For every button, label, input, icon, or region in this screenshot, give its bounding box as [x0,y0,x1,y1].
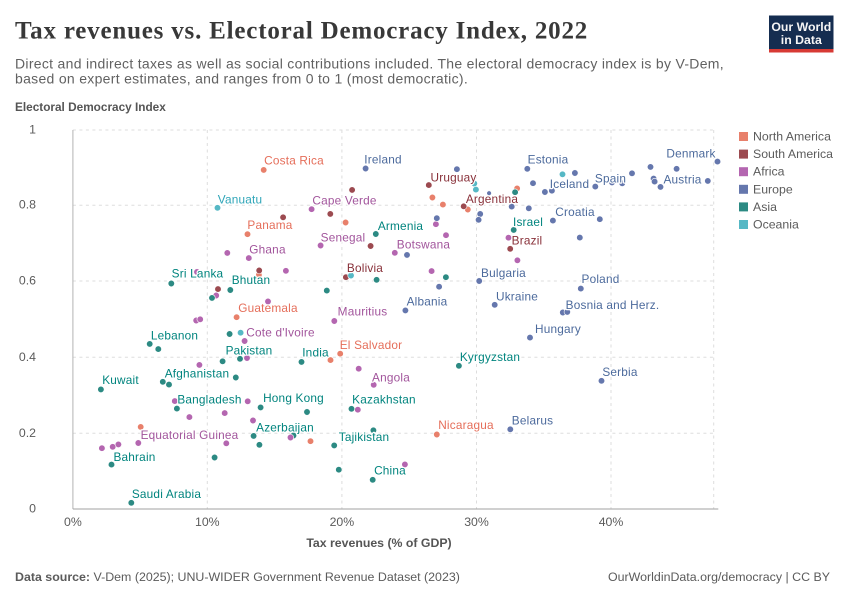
svg-text:South America: South America [753,147,833,161]
svg-text:Our World: Our World [771,20,831,34]
svg-text:Africa: Africa [753,165,785,179]
svg-text:Ghana: Ghana [249,242,286,256]
svg-text:Oceania: Oceania [753,218,799,232]
svg-text:Cote d'Ivoire: Cote d'Ivoire [246,325,315,339]
svg-text:Armenia: Armenia [378,219,424,233]
svg-text:Panama: Panama [247,218,292,232]
svg-text:Data source: V-Dem (2025); UNU: Data source: V-Dem (2025); UNU-WIDER Gov… [15,570,460,584]
svg-text:Tajikistan: Tajikistan [339,430,390,444]
svg-text:40%: 40% [599,515,624,529]
svg-text:10%: 10% [195,515,220,529]
svg-text:Spain: Spain [595,172,626,186]
svg-text:Kazakhstan: Kazakhstan [352,392,416,406]
svg-text:Pakistan: Pakistan [226,343,273,357]
svg-text:China: China [374,463,406,477]
svg-text:Guatemala: Guatemala [238,301,298,315]
svg-text:Argentina: Argentina [466,192,519,206]
svg-text:Brazil: Brazil [512,233,543,247]
svg-text:20%: 20% [330,515,355,529]
svg-text:Angola: Angola [372,370,410,384]
svg-text:Cape Verde: Cape Verde [312,194,377,208]
svg-text:Bulgaria: Bulgaria [481,266,526,280]
svg-text:Bhutan: Bhutan [232,273,271,287]
svg-text:Azerbaijan: Azerbaijan [256,421,314,435]
svg-text:Bosnia and Herz.: Bosnia and Herz. [566,298,660,312]
svg-text:Bangladesh: Bangladesh [177,393,241,407]
svg-text:Ukraine: Ukraine [496,290,538,304]
svg-text:Saudi Arabia: Saudi Arabia [132,487,202,501]
svg-text:Asia: Asia [753,200,777,214]
svg-text:Sri Lanka: Sri Lanka [172,267,224,281]
svg-text:Serbia: Serbia [602,365,638,379]
svg-text:Vanuatu: Vanuatu [218,192,262,206]
svg-text:Kuwait: Kuwait [102,373,139,387]
svg-text:Bahrain: Bahrain [113,450,155,464]
svg-text:Tax revenues vs. Electoral Dem: Tax revenues vs. Electoral Democracy Ind… [15,18,588,45]
svg-text:Costa Rica: Costa Rica [264,154,324,168]
svg-text:0.8: 0.8 [19,198,36,212]
svg-text:Europe: Europe [753,182,793,196]
svg-text:Botswana: Botswana [397,238,451,252]
svg-text:1: 1 [29,123,36,137]
svg-text:0.2: 0.2 [19,426,36,440]
svg-text:North America: North America [753,130,831,144]
svg-text:in Data: in Data [781,33,822,47]
svg-text:Poland: Poland [582,272,620,286]
svg-text:Denmark: Denmark [666,146,715,160]
svg-text:Nicaragua: Nicaragua [438,418,494,432]
svg-text:Afghanistan: Afghanistan [165,366,230,380]
svg-text:Belarus: Belarus [512,414,553,428]
svg-text:El Salvador: El Salvador [340,338,403,352]
svg-text:Mauritius: Mauritius [338,305,388,319]
svg-text:Iceland: Iceland [550,177,589,191]
svg-text:Lebanon: Lebanon [151,328,198,342]
svg-text:Bolivia: Bolivia [347,261,383,275]
svg-text:Hungary: Hungary [535,322,581,336]
svg-text:Kyrgyzstan: Kyrgyzstan [460,350,520,364]
svg-text:Ireland: Ireland [364,152,401,166]
svg-text:Equatorial Guinea: Equatorial Guinea [141,428,239,442]
svg-text:0.6: 0.6 [19,274,36,288]
svg-text:30%: 30% [464,515,489,529]
svg-text:0.4: 0.4 [19,350,36,364]
svg-text:Uruguay: Uruguay [431,170,477,184]
svg-text:OurWorldinData.org/democracy |: OurWorldinData.org/democracy | CC BY [608,570,830,584]
svg-text:India: India [302,346,329,360]
svg-text:Croatia: Croatia [555,205,595,219]
svg-text:Israel: Israel [513,215,543,229]
svg-text:Tax revenues (% of GDP): Tax revenues (% of GDP) [306,536,451,550]
svg-text:Senegal: Senegal [321,230,366,244]
svg-text:0: 0 [29,502,36,516]
svg-text:Electoral Democracy Index: Electoral Democracy Index [15,100,166,114]
svg-text:Hong Kong: Hong Kong [263,391,324,405]
svg-text:Albania: Albania [407,295,448,309]
svg-text:0%: 0% [64,515,82,529]
svg-text:Direct and indirect taxes as w: Direct and indirect taxes as well as soc… [15,56,724,72]
svg-text:Austria: Austria [663,172,701,186]
svg-text:based on expert estimates, and: based on expert estimates, and ranges fr… [15,71,468,87]
svg-text:Estonia: Estonia [528,153,569,167]
